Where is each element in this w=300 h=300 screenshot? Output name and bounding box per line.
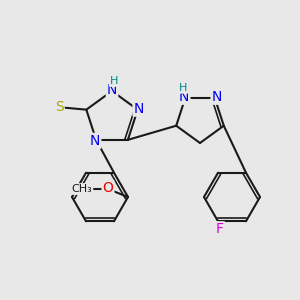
Text: S: S <box>55 100 64 114</box>
Text: F: F <box>216 222 224 236</box>
Text: N: N <box>90 134 100 148</box>
Text: H: H <box>110 76 118 86</box>
Text: O: O <box>103 181 113 195</box>
Text: CH₃: CH₃ <box>72 184 92 194</box>
Text: N: N <box>212 90 222 104</box>
Text: H: H <box>179 83 188 93</box>
Text: N: N <box>179 90 190 104</box>
Text: N: N <box>134 102 144 116</box>
Text: N: N <box>107 83 117 97</box>
